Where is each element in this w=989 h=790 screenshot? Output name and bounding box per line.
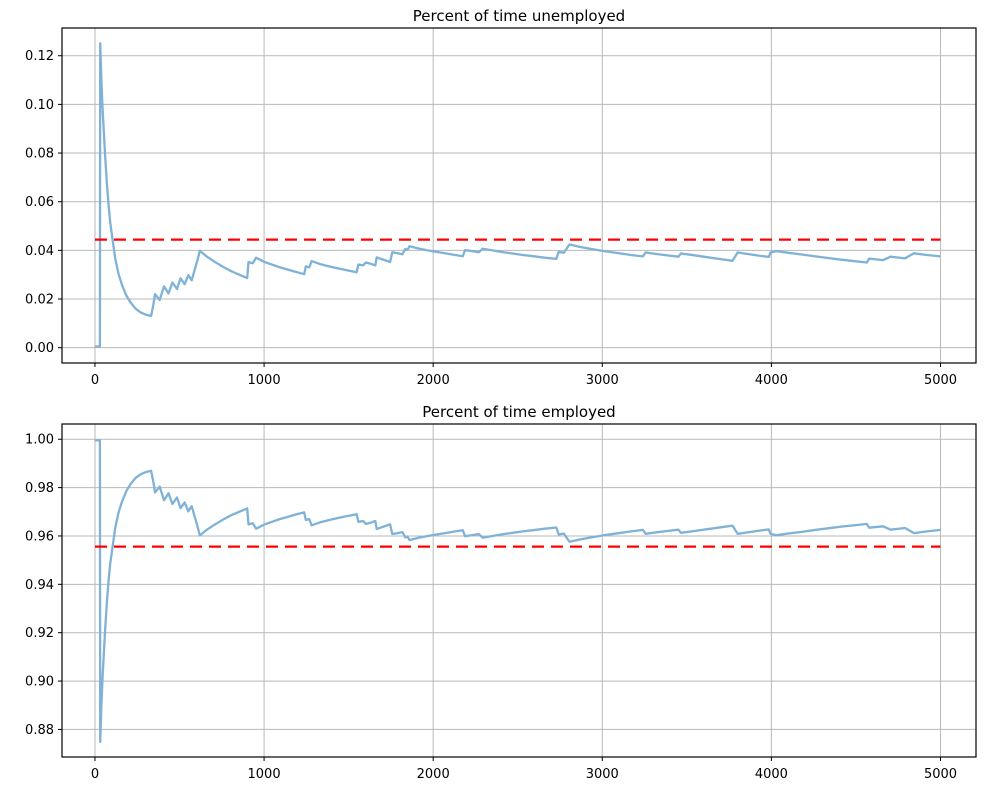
unemployed-chart-title: Percent of time unemployed bbox=[413, 7, 625, 25]
employed-y-tick-label: 0.98 bbox=[25, 481, 54, 496]
employed-y-tick-label: 0.92 bbox=[25, 626, 54, 641]
unemployed-grid bbox=[62, 28, 976, 363]
unemployed-x-tick-label: 5000 bbox=[924, 373, 957, 388]
unemployed-chart: 0 1000 2000 3000 4000 5000 0.00 0.02 0.04 0.06 0.0… bbox=[25, 27, 977, 388]
employed-y-tick-label: 0.88 bbox=[25, 723, 54, 738]
unemployed-y-tick-label: 0.00 bbox=[25, 341, 54, 356]
employed-x-tick-label: 2000 bbox=[417, 767, 450, 782]
unemployed-y-tick-label: 0.04 bbox=[25, 244, 54, 259]
employed-y-tick-label: 0.94 bbox=[25, 578, 54, 593]
unemployed-tick-labels: 0 1000 2000 3000 4000 5000 0.00 0.02 0.04 0.06 0.0… bbox=[25, 49, 957, 388]
employed-x-tick-label: 5000 bbox=[924, 767, 957, 782]
unemployed-x-tick-label: 3000 bbox=[586, 373, 619, 388]
employed-x-tick-label: 1000 bbox=[248, 767, 281, 782]
employed-x-tick-label: 0 bbox=[91, 767, 99, 782]
unemployed-series-path-line bbox=[95, 42, 941, 348]
unemployed-axes-box bbox=[61, 27, 977, 364]
employed-y-tick-label: 0.96 bbox=[25, 529, 54, 544]
employed-ticks bbox=[58, 438, 941, 761]
unemployed-x-tick-label: 2000 bbox=[417, 373, 450, 388]
employed-grid bbox=[62, 424, 976, 757]
employed-series-path-line bbox=[95, 439, 941, 743]
unemployed-x-tick-label: 0 bbox=[91, 373, 99, 388]
employed-x-tick-label: 4000 bbox=[755, 767, 788, 782]
unemployed-y-tick-label: 0.02 bbox=[25, 293, 54, 308]
unemployed-ticks bbox=[58, 55, 941, 367]
unemployed-y-tick-label: 0.10 bbox=[25, 98, 54, 113]
employed-y-tick-label: 1.00 bbox=[25, 433, 54, 448]
unemployed-y-tick-label: 0.06 bbox=[25, 195, 54, 210]
employed-axes-box bbox=[61, 423, 977, 758]
unemployed-y-tick-label: 0.08 bbox=[25, 147, 54, 162]
employed-chart-title: Percent of time employed bbox=[422, 403, 615, 421]
unemployed-y-tick-label: 0.12 bbox=[25, 49, 54, 64]
employed-x-tick-label: 3000 bbox=[586, 767, 619, 782]
unemployed-x-tick-label: 1000 bbox=[248, 373, 281, 388]
employed-chart: 0 1000 2000 3000 4000 5000 0.88 0.90 0.92 0.94 0.9… bbox=[25, 423, 977, 782]
employed-tick-labels: 0 1000 2000 3000 4000 5000 0.88 0.90 0.92 0.94 0.9… bbox=[25, 433, 957, 782]
employed-y-tick-label: 0.90 bbox=[25, 675, 54, 690]
unemployed-x-tick-label: 4000 bbox=[755, 373, 788, 388]
